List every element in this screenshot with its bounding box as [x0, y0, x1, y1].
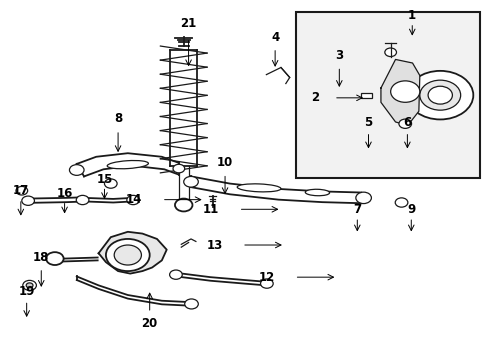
Text: 8: 8	[114, 112, 122, 125]
Text: 21: 21	[180, 17, 196, 30]
Circle shape	[23, 280, 36, 291]
Text: 11: 11	[203, 203, 219, 216]
Circle shape	[384, 48, 396, 57]
Circle shape	[26, 283, 33, 288]
Text: 19: 19	[19, 285, 35, 298]
Text: 10: 10	[217, 156, 233, 169]
Circle shape	[407, 71, 472, 120]
Circle shape	[126, 195, 139, 204]
Circle shape	[104, 179, 117, 188]
Text: 18: 18	[33, 251, 49, 264]
Ellipse shape	[237, 184, 281, 192]
Text: 7: 7	[352, 203, 361, 216]
Circle shape	[76, 195, 89, 204]
Text: 20: 20	[141, 317, 158, 330]
Circle shape	[183, 176, 198, 187]
Circle shape	[419, 80, 460, 110]
Text: 16: 16	[56, 187, 73, 200]
Text: 15: 15	[96, 173, 112, 186]
Text: 2: 2	[311, 91, 319, 104]
Text: 12: 12	[258, 271, 275, 284]
Circle shape	[184, 299, 198, 309]
Circle shape	[173, 164, 184, 173]
Text: 5: 5	[364, 116, 372, 129]
Polygon shape	[99, 232, 166, 274]
Ellipse shape	[305, 189, 329, 196]
Text: 6: 6	[403, 116, 411, 129]
Bar	[361, 93, 371, 98]
Text: 4: 4	[270, 31, 279, 44]
Circle shape	[390, 81, 419, 102]
Circle shape	[169, 270, 182, 279]
Circle shape	[175, 199, 192, 211]
Ellipse shape	[107, 161, 148, 169]
Text: 3: 3	[335, 49, 343, 62]
Circle shape	[16, 186, 28, 195]
Polygon shape	[380, 59, 419, 126]
Circle shape	[69, 165, 84, 175]
Circle shape	[22, 196, 34, 205]
Circle shape	[355, 192, 371, 203]
Bar	[295, 12, 479, 178]
Circle shape	[46, 252, 63, 265]
Circle shape	[427, 86, 451, 104]
Circle shape	[114, 245, 141, 265]
Circle shape	[394, 198, 407, 207]
Circle shape	[106, 239, 149, 271]
Circle shape	[398, 119, 411, 129]
Text: 14: 14	[126, 193, 142, 206]
Text: 13: 13	[206, 239, 222, 252]
Text: 17: 17	[13, 184, 29, 197]
Circle shape	[260, 279, 273, 288]
Text: 9: 9	[407, 203, 414, 216]
Text: 1: 1	[407, 9, 415, 22]
